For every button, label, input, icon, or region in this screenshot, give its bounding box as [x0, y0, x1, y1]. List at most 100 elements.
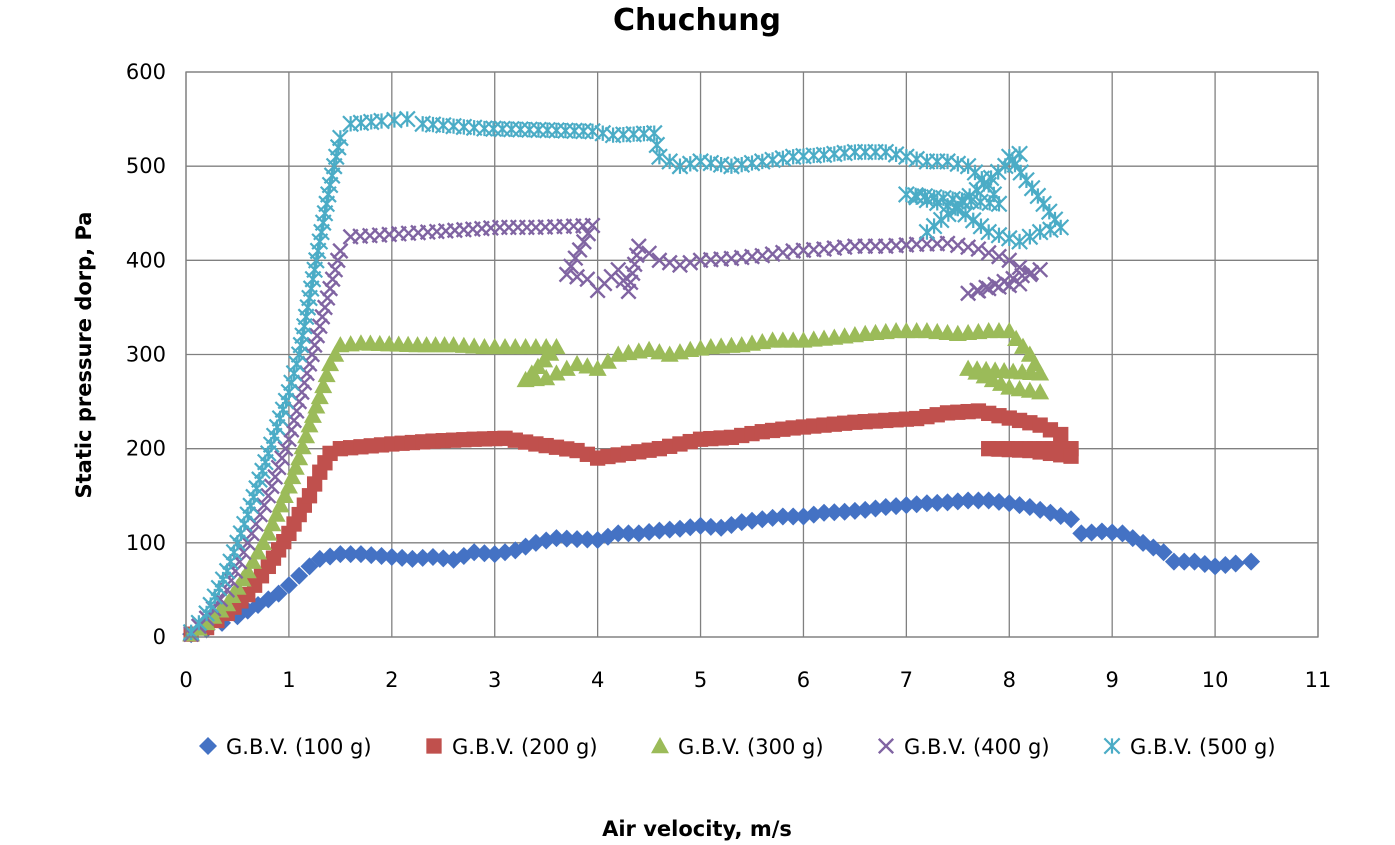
- data-point: [332, 242, 349, 259]
- data-point: [1092, 522, 1111, 541]
- x-tick-label: 2: [385, 668, 398, 692]
- legend-item: G.B.V. (300 g): [651, 735, 824, 759]
- data-point: [671, 157, 689, 175]
- x-tick-label: 10: [1202, 668, 1229, 692]
- data-point: [1082, 523, 1101, 542]
- data-point: [908, 150, 926, 168]
- data-point: [1053, 426, 1069, 443]
- data-point: [306, 337, 323, 354]
- series-2: [183, 403, 1079, 642]
- legend-marker: [877, 737, 895, 755]
- data-point: [301, 488, 318, 504]
- data-point: [588, 359, 607, 376]
- x-tick-label: 7: [900, 668, 913, 692]
- data-point: [1154, 543, 1173, 562]
- legend-label: G.B.V. (400 g): [904, 735, 1050, 759]
- data-point: [918, 223, 936, 241]
- data-point: [957, 205, 974, 223]
- data-point: [351, 545, 370, 564]
- data-point: [1032, 261, 1049, 278]
- data-point: [297, 427, 316, 444]
- data-point: [316, 299, 333, 316]
- data-point: [784, 507, 803, 526]
- data-point: [1242, 552, 1261, 571]
- data-point: [1031, 383, 1050, 400]
- data-point: [980, 244, 997, 261]
- data-point: [763, 508, 782, 527]
- data-point: [280, 383, 298, 401]
- data-point: [980, 223, 998, 241]
- data-point: [928, 493, 947, 512]
- data-point: [322, 280, 339, 297]
- data-point: [273, 450, 291, 467]
- data-point: [917, 494, 936, 513]
- data-point: [271, 496, 290, 513]
- data-point: [279, 576, 298, 595]
- data-point: [269, 584, 288, 603]
- data-point: [279, 477, 298, 494]
- data-point: [190, 614, 208, 632]
- data-point: [341, 545, 360, 564]
- data-point: [285, 364, 303, 382]
- data-point: [661, 254, 678, 271]
- data-point: [1001, 252, 1018, 269]
- data-point: [382, 547, 401, 566]
- data-point: [1062, 510, 1081, 529]
- data-point: [598, 352, 617, 369]
- data-point: [329, 252, 346, 269]
- y-tick-label: 600: [126, 60, 166, 84]
- data-point: [317, 365, 336, 383]
- data-point: [815, 503, 834, 522]
- data-point: [311, 318, 328, 335]
- data-point: [260, 487, 277, 504]
- data-point: [303, 406, 322, 423]
- data-point: [682, 254, 699, 271]
- data-point: [959, 491, 978, 510]
- data-point: [908, 188, 926, 206]
- data-point: [578, 357, 597, 374]
- plot-frame: [185, 71, 1319, 638]
- data-point: [887, 497, 906, 516]
- data-point: [290, 449, 309, 466]
- x-tick-label: 8: [1003, 668, 1016, 692]
- data-point: [660, 520, 679, 539]
- data-point: [362, 546, 381, 565]
- data-point: [293, 438, 312, 455]
- data-point: [300, 416, 319, 433]
- y-tick-label: 100: [126, 531, 166, 555]
- y-tick-label: 200: [126, 437, 166, 461]
- y-axis-title: Static pressure dorp, Pa: [72, 212, 96, 499]
- data-point: [964, 211, 982, 229]
- data-point: [990, 248, 1008, 265]
- data-point: [897, 496, 916, 515]
- y-tick-label: 0: [153, 625, 166, 649]
- data-point: [580, 225, 597, 242]
- data-point: [584, 217, 601, 234]
- data-point: [650, 521, 669, 540]
- data-point: [563, 258, 580, 275]
- data-point: [1000, 229, 1018, 247]
- data-point: [475, 544, 494, 563]
- x-tick-label: 0: [179, 668, 192, 692]
- data-point: [1021, 228, 1039, 246]
- data-point: [1103, 523, 1122, 542]
- data-point: [641, 245, 658, 262]
- data-point: [972, 217, 990, 235]
- legend-marker: [199, 737, 217, 755]
- data-point: [398, 110, 416, 128]
- data-point: [835, 502, 854, 521]
- series-3: [182, 321, 1050, 642]
- data-point: [537, 369, 556, 386]
- data-point: [283, 374, 300, 392]
- legend-item: G.B.V. (200 g): [426, 735, 598, 759]
- y-tick-label: 400: [126, 248, 166, 272]
- data-point: [306, 476, 323, 492]
- x-axis-title: Air velocity, m/s: [602, 817, 792, 841]
- legend-item: G.B.V. (100 g): [199, 735, 372, 759]
- data-point: [970, 240, 987, 258]
- data-point: [773, 507, 792, 526]
- data-point: [610, 261, 627, 278]
- data-point: [259, 524, 278, 541]
- x-tick-label: 5: [694, 668, 707, 692]
